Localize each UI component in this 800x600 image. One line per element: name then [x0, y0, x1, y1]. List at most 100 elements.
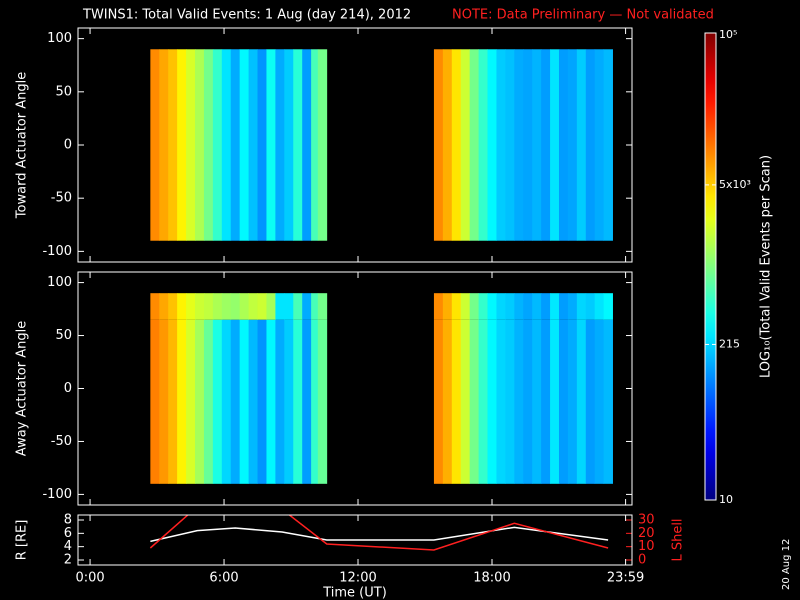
plot-frame	[77, 514, 633, 566]
heat-cell	[550, 293, 560, 320]
colorbar-tick-label: 10	[719, 493, 733, 506]
y-tick-label: 100	[47, 275, 72, 290]
y-tick-label: 2	[64, 553, 72, 568]
heat-cell	[293, 49, 303, 241]
heat-cell	[550, 319, 560, 484]
series-line	[149, 515, 609, 551]
y2-tick-label: 20	[638, 526, 655, 541]
heat-cell	[150, 293, 160, 320]
heat-cell	[266, 49, 276, 241]
heat-cell	[195, 49, 205, 241]
heat-cell	[505, 293, 515, 320]
heat-cell	[293, 319, 303, 484]
heat-cell	[168, 319, 178, 484]
heat-cell	[442, 319, 453, 484]
x-tick-label: 0:00	[75, 571, 104, 586]
heat-cell	[460, 49, 471, 241]
heat-cell	[496, 293, 506, 320]
heat-cell	[311, 293, 319, 320]
heat-cell	[567, 319, 578, 484]
heat-cell	[186, 293, 196, 320]
heat-cell	[159, 49, 169, 241]
heat-cell	[302, 319, 312, 484]
y-tick-label: 100	[47, 31, 72, 46]
x-tick-label: 12:00	[339, 571, 376, 586]
heat-cell	[248, 293, 258, 320]
y-tick-label: 4	[64, 539, 72, 554]
heat-cell	[541, 49, 551, 241]
heat-cell	[317, 49, 328, 241]
y-tick-label: 0	[64, 381, 72, 396]
heat-cell	[203, 293, 214, 320]
heat-cell	[451, 319, 462, 484]
heat-cell	[168, 49, 178, 241]
y-tick-label: -100	[42, 244, 72, 259]
y-axis-label: R [RE]	[15, 520, 30, 561]
heat-cell	[150, 49, 160, 241]
heat-cell	[275, 49, 285, 241]
heat-cell	[195, 293, 205, 320]
heat-cell	[523, 319, 533, 484]
heat-cell	[460, 293, 471, 320]
y2-axis-label: L Shell	[671, 518, 686, 561]
heat-cell	[230, 49, 241, 241]
heat-cell	[576, 49, 587, 241]
heat-cell	[558, 49, 569, 241]
heat-cell	[275, 319, 285, 484]
heat-cell	[266, 319, 276, 484]
heat-cell	[594, 49, 605, 241]
heat-cell	[212, 293, 223, 320]
date-stamp: 20 Aug 12	[781, 539, 792, 590]
heat-cell	[523, 293, 533, 320]
heat-cell	[594, 293, 605, 320]
heat-cell	[603, 319, 613, 484]
heat-cell	[469, 319, 479, 484]
heat-cell	[585, 293, 596, 320]
heat-cell	[302, 293, 312, 320]
y2-tick-label: 30	[638, 513, 655, 528]
heat-cell	[487, 49, 497, 241]
heat-cell	[168, 293, 178, 320]
chart-title: TWINS1: Total Valid Events: 1 Aug (day 2…	[82, 8, 411, 23]
heat-cell	[248, 49, 258, 241]
heat-cell	[239, 319, 249, 484]
heat-cell	[230, 293, 241, 320]
heat-cell	[221, 49, 232, 241]
heat-cell	[603, 49, 613, 241]
heat-cell	[576, 319, 587, 484]
y-axis-label: Toward Actuator Angle	[15, 72, 30, 219]
x-tick-label: 23:59	[607, 571, 644, 586]
y2-tick-label: 0	[638, 553, 646, 568]
heat-cell	[239, 49, 249, 241]
note: NOTE: Data Preliminary — Not validated	[452, 8, 714, 23]
heat-cell	[311, 319, 319, 484]
heat-cell	[150, 319, 160, 484]
heat-cell	[532, 293, 542, 320]
heat-cell	[469, 49, 479, 241]
x-axis-label: Time (UT)	[322, 586, 387, 600]
heat-cell	[302, 49, 312, 241]
heat-cell	[576, 293, 587, 320]
heat-cell	[585, 319, 596, 484]
heat-cell	[567, 49, 578, 241]
heat-cell	[195, 319, 205, 484]
heat-cell	[212, 319, 223, 484]
heat-cell	[186, 319, 196, 484]
heat-cell	[567, 293, 578, 320]
heat-cell	[221, 319, 232, 484]
heat-cell	[523, 49, 533, 241]
heat-cell	[451, 49, 462, 241]
heat-cell	[433, 49, 444, 241]
heat-cell	[594, 319, 605, 484]
heat-cell	[266, 293, 276, 320]
heat-cell	[558, 319, 569, 484]
y-tick-label: -100	[42, 487, 72, 502]
heat-cell	[257, 293, 267, 320]
series-line	[150, 526, 609, 543]
heat-cell	[558, 293, 569, 320]
heat-cell	[487, 293, 497, 320]
heat-cell	[230, 319, 241, 484]
heat-cell	[433, 319, 444, 484]
